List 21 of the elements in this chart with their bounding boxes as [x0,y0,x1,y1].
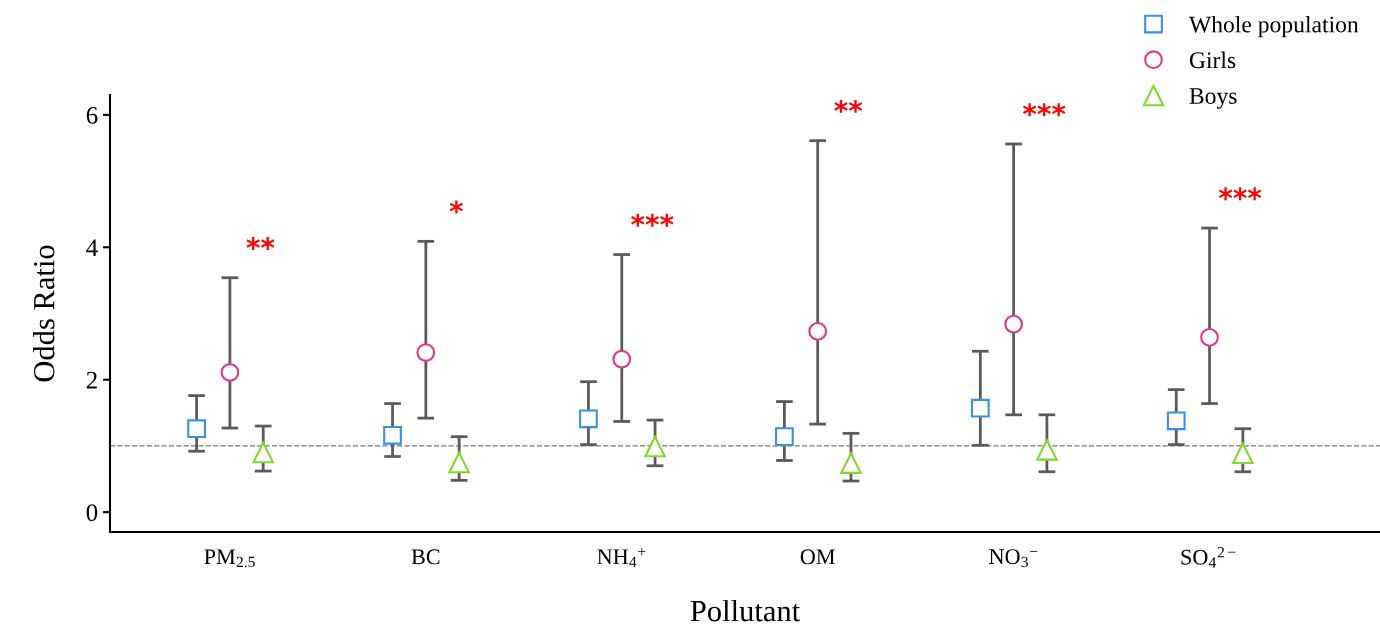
annotation: * [449,200,464,214]
x-tick-label: NH$_{4}$$^{+}$ [597,548,646,568]
legend-label: Boys [1189,88,1237,109]
y-tick-label: 2 [86,371,97,389]
x-axis-title: Pollutant [690,599,800,622]
annotation: *** [1218,187,1262,201]
y-tick-label: 6 [86,106,98,124]
annotation: ** [246,237,275,250]
x-tick-label: PM$_{2.5}$ [204,549,255,568]
y-axis-title: Odds Ratio [32,245,55,382]
legend-label: Girls [1189,51,1236,69]
x-tick-label: NO$_{3}$$^{−}$ [989,549,1038,568]
annotation: *** [631,213,674,227]
x-tick-label: SO$_{4}$$^{2−}$ [1181,547,1236,568]
x-tick-label: OM [800,549,835,565]
annotation: ** [834,99,863,113]
legend-label: Whole population [1188,15,1359,38]
y-tick-label: 4 [86,239,98,256]
y-tick-label: 0 [86,504,98,522]
annotation: *** [1022,103,1066,117]
x-tick-label: BC [411,549,440,565]
